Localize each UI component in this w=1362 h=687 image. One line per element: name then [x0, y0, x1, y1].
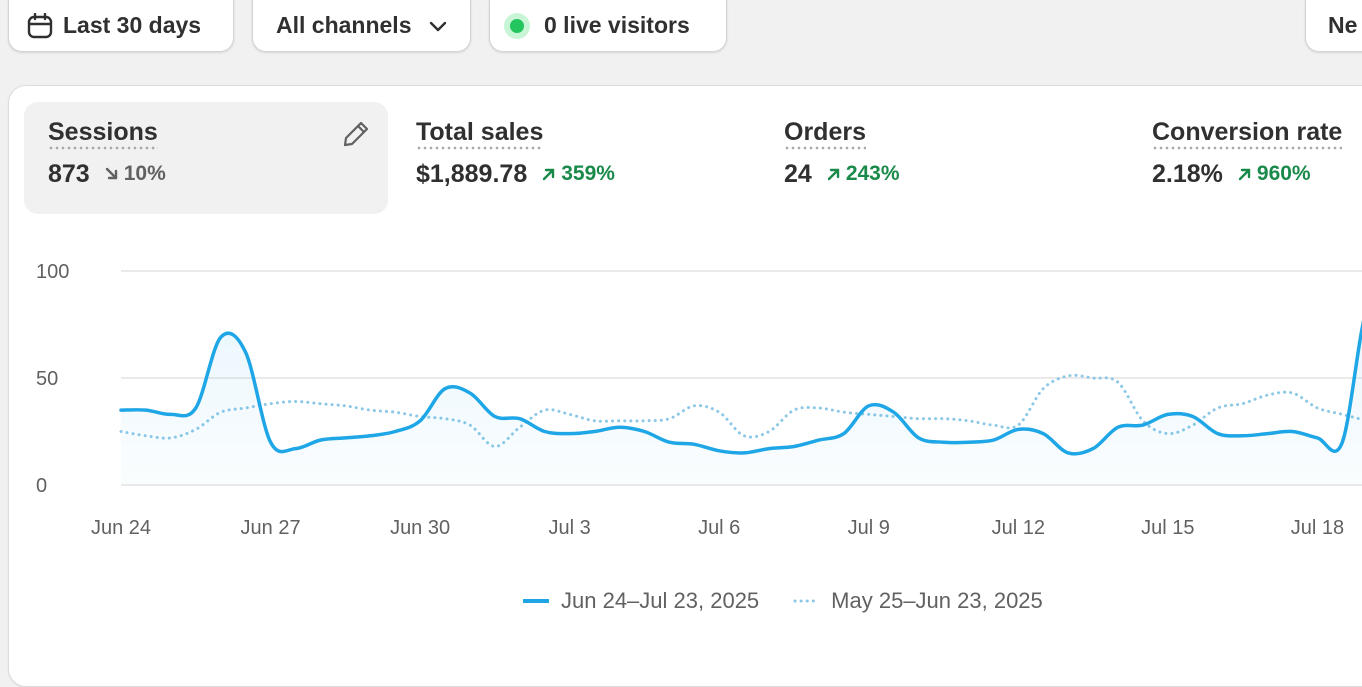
x-tick-label: Jun 27	[241, 517, 301, 539]
channels-label: All channels	[276, 12, 412, 38]
y-tick-label: 100	[36, 261, 69, 283]
sessions-chart: 100 50 0 Jun 24 Jun 27 Jun 30 Jul 3 Jul 6 Jul 9…	[36, 261, 1362, 539]
legend-label: Jun 24–Jul 23, 2025	[561, 588, 760, 613]
live-visitors-label: 0 live visitors	[544, 12, 690, 38]
live-status-dot	[510, 18, 524, 33]
metric-value: $1,889.78	[416, 160, 528, 188]
toolbar: Last 30 days All channels 0 live visitor…	[0, 0, 1362, 60]
channels-dropdown[interactable]: All channels	[252, 0, 471, 52]
chevron-down-icon	[430, 21, 447, 31]
next-button[interactable]: Ne	[1305, 0, 1362, 52]
metric-change: 960%	[1237, 162, 1311, 186]
x-axis: Jun 24 Jun 27 Jun 30 Jul 3 Jul 6 Jul 9 Jul 12 J…	[91, 517, 1344, 539]
legend-item-current[interactable]: Jun 24–Jul 23, 2025	[523, 588, 759, 614]
metric-change-value: 960%	[1256, 162, 1311, 185]
x-tick-label: Jun 30	[390, 517, 450, 539]
series-area-current	[121, 329, 1362, 485]
metric-total-sales[interactable]: Total sales $1,889.78 359%	[392, 102, 752, 214]
x-tick-label: Jul 3	[549, 517, 591, 539]
metric-change-value: 10%	[123, 162, 166, 185]
pencil-icon[interactable]	[342, 120, 370, 148]
metric-sessions[interactable]: Sessions 873 10%	[24, 102, 388, 214]
legend-label: May 25–Jun 23, 2025	[831, 588, 1043, 613]
chart-legend: Jun 24–Jul 23, 2025 May 25–Jun 23, 2025	[523, 588, 1065, 614]
x-tick-label: Jun 24	[91, 517, 151, 539]
live-visitors-button[interactable]: 0 live visitors	[489, 0, 727, 52]
date-range-button[interactable]: Last 30 days	[8, 0, 234, 52]
x-tick-label: Jul 15	[1141, 517, 1194, 539]
metric-conversion-rate[interactable]: Conversion rate 2.18% 960%	[1128, 102, 1362, 214]
metric-label[interactable]: Sessions	[48, 118, 158, 150]
legend-swatch-dotted	[793, 599, 820, 603]
metric-label[interactable]: Conversion rate	[1152, 118, 1343, 150]
calendar-icon	[27, 12, 53, 38]
next-button-label: Ne	[1328, 12, 1358, 38]
y-axis: 100 50 0	[36, 261, 69, 497]
metric-change: 359%	[541, 162, 615, 186]
arrow-up-right-icon	[1238, 168, 1251, 181]
x-tick-label: Jul 12	[992, 517, 1045, 539]
arrow-down-right-icon	[105, 167, 117, 180]
metric-value: 873	[48, 160, 90, 188]
series-line-previous[interactable]	[119, 373, 1362, 448]
x-tick-label: Jul 9	[848, 517, 890, 539]
arrow-up-right-icon	[827, 168, 840, 181]
date-range-label: Last 30 days	[63, 12, 202, 38]
metric-orders[interactable]: Orders 24 243%	[760, 102, 1120, 214]
metric-change: 243%	[826, 162, 900, 186]
arrow-up-right-icon	[543, 168, 555, 181]
metric-change-value: 359%	[561, 162, 615, 185]
metric-value: 2.18%	[1152, 160, 1223, 188]
y-tick-label: 50	[36, 368, 58, 390]
legend-swatch-solid	[523, 599, 549, 603]
metric-change: 10%	[104, 162, 166, 186]
metric-label[interactable]: Orders	[784, 118, 866, 150]
metric-value: 24	[784, 160, 812, 188]
series-layer	[119, 295, 1362, 485]
x-tick-label: Jul 6	[698, 517, 740, 539]
legend-item-previous[interactable]: May 25–Jun 23, 2025	[793, 588, 1043, 614]
y-tick-label: 0	[36, 475, 47, 497]
series-line-current[interactable]	[119, 295, 1362, 456]
metric-change-value: 243%	[845, 162, 900, 185]
x-tick-label: Jul 18	[1291, 517, 1344, 539]
metric-label[interactable]: Total sales	[416, 118, 544, 150]
